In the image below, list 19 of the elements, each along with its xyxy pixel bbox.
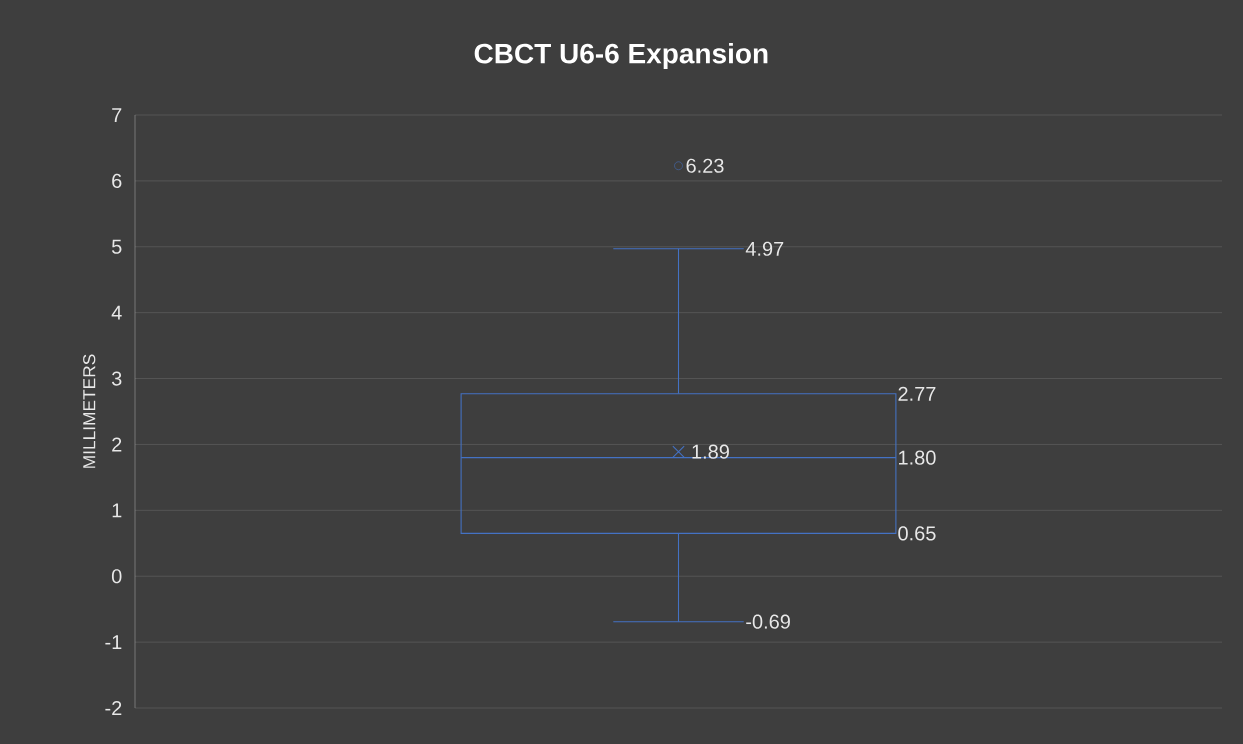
chart-title: CBCT U6-6 Expansion	[474, 42, 768, 70]
annotation: 1.80	[899, 450, 936, 465]
annotation: 6.23	[686, 158, 724, 173]
y-tick-label: 6	[112, 173, 122, 188]
y-tick-label: -2	[105, 701, 122, 715]
y-tick-label: 0	[111, 569, 122, 584]
y-tick-label: 4	[111, 305, 122, 320]
annotation: 1.89	[692, 444, 729, 459]
y-tick-label: 1	[112, 503, 122, 518]
y-tick-label: 5	[111, 239, 122, 254]
annotation: 0.65	[898, 526, 936, 541]
annotation: 2.77	[898, 386, 936, 401]
y-tick-label: -1	[105, 635, 122, 649]
y-tick-label: 3	[111, 371, 122, 386]
y-tick-label: 7	[112, 108, 122, 122]
y-axis-title: MILLIMETERS	[83, 354, 96, 468]
annotation: 4.97	[745, 241, 784, 256]
y-tick-label: 2	[112, 437, 122, 452]
annotation: -0.69	[746, 614, 790, 629]
